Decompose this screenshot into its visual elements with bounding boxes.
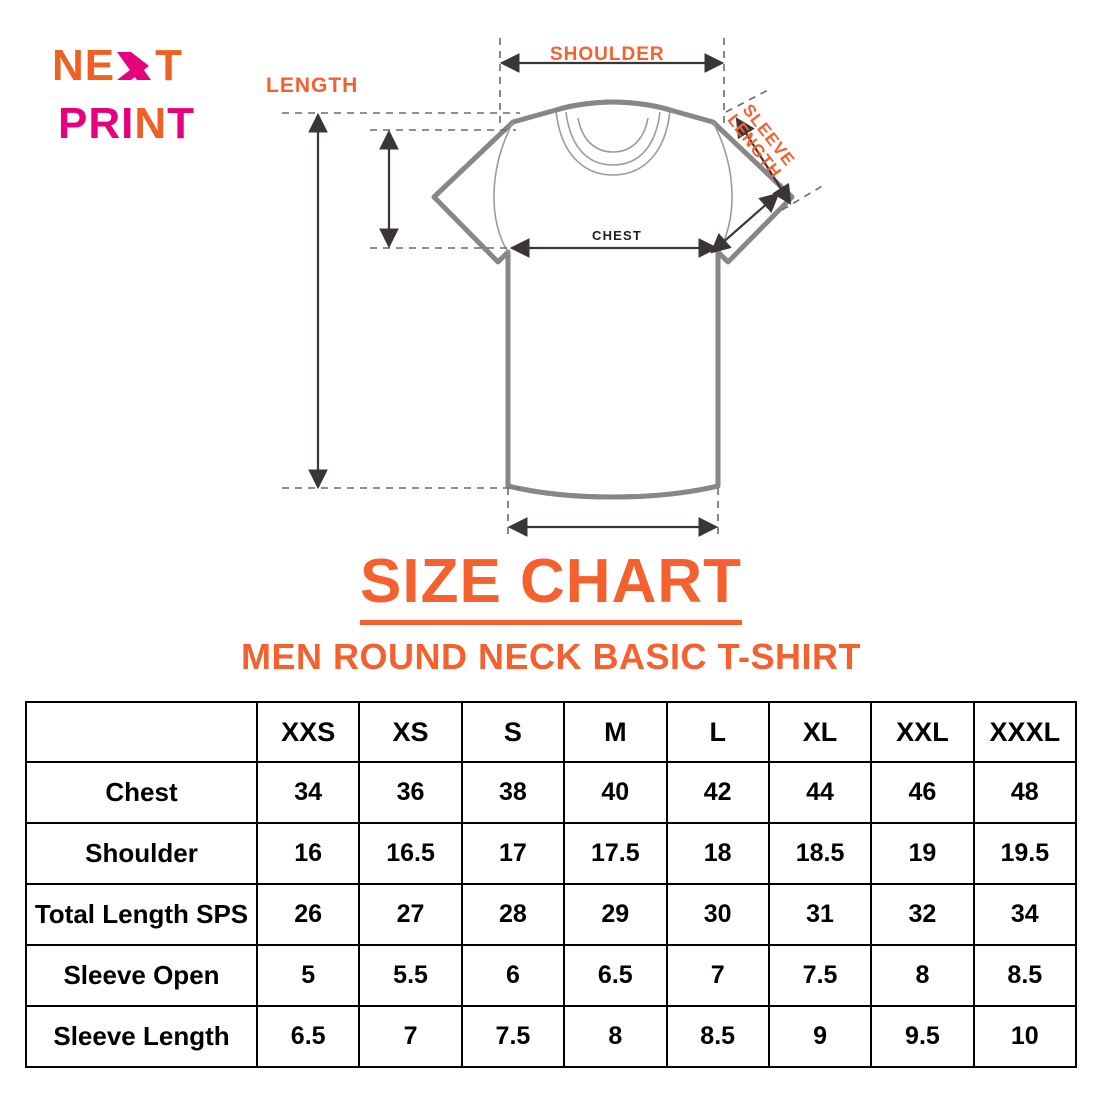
cell-chest-m: 40 — [563, 761, 668, 824]
cell-total-length-xxl: 32 — [870, 883, 975, 946]
table-row: Chest 34 36 38 40 42 44 46 48 — [25, 761, 1078, 824]
chest-label: CHEST — [592, 228, 643, 243]
cell-chest-xl: 44 — [767, 761, 873, 824]
neckline-detail — [555, 109, 671, 176]
column-header-xxxl: XXXL — [972, 701, 1078, 763]
cell-shoulder-xxs: 16 — [255, 822, 361, 885]
cell-sleeve-length-m: 8 — [563, 1005, 668, 1068]
page-subtitle: MEN ROUND NECK BASIC T-SHIRT — [240, 636, 861, 677]
logo-next-ne: NE — [52, 41, 116, 90]
cell-total-length-xxxl: 34 — [972, 883, 1078, 946]
cell-sleeve-open-xs: 5.5 — [358, 944, 463, 1007]
cell-total-length-l: 30 — [665, 883, 770, 946]
cell-sleeve-length-xs: 7 — [358, 1005, 463, 1068]
cell-sleeve-open-xxs: 5 — [255, 944, 361, 1007]
tshirt-diagram-svg — [282, 38, 825, 540]
table-row: Sleeve Length 6.5 7 7.5 8 8.5 9 9.5 10 — [25, 1005, 1078, 1068]
table-row: Total Length SPS 26 27 28 29 30 31 32 34 — [25, 883, 1078, 946]
cell-shoulder-xl: 18.5 — [767, 822, 873, 885]
cell-chest-xxxl: 48 — [972, 761, 1078, 824]
cell-chest-l: 42 — [665, 761, 770, 824]
cell-shoulder-s: 17 — [460, 822, 566, 885]
table-corner-cell — [25, 701, 258, 763]
tshirt-outline — [431, 99, 795, 500]
column-header-s: S — [460, 701, 566, 763]
logo-x-icon — [115, 44, 155, 88]
page-title-text: SIZE CHART — [360, 547, 742, 625]
cell-sleeve-length-xxl: 9.5 — [870, 1005, 975, 1068]
column-header-xl: XL — [767, 701, 873, 763]
tshirt-technical-drawing: LENGTH SHOULDER CHEST SLEEVE LENGTH — [266, 38, 825, 540]
cell-total-length-xs: 27 — [358, 883, 463, 946]
cell-shoulder-l: 18 — [665, 822, 770, 885]
cell-chest-s: 38 — [460, 761, 566, 824]
collar-top-edge — [553, 99, 673, 113]
cell-shoulder-xs: 16.5 — [358, 822, 463, 885]
row-header-sleeve-open: Sleeve Open — [25, 944, 258, 1007]
row-header-chest: Chest — [25, 761, 258, 824]
cell-chest-xs: 36 — [358, 761, 463, 824]
row-header-shoulder: Shoulder — [25, 822, 258, 885]
cell-shoulder-xxl: 19 — [870, 822, 975, 885]
logo-print-wordmark: PRINT — [52, 102, 282, 146]
size-table: XXS XS S M L XL XXL XXXL Chest 34 36 38 … — [25, 701, 1078, 1068]
bottom-hem — [507, 483, 719, 500]
logo-next-wordmark: NE T — [52, 44, 282, 90]
cell-sleeve-open-m: 6.5 — [563, 944, 668, 1007]
size-table-head: XXS XS S M L XL XXL XXXL — [25, 701, 1078, 763]
column-header-l: L — [665, 701, 770, 763]
table-row: Sleeve Open 5 5.5 6 6.5 7 7.5 8 8.5 — [25, 944, 1078, 1007]
page-title: SIZE CHART — [0, 546, 1102, 625]
table-header-row: XXS XS S M L XL XXL XXXL — [25, 701, 1078, 763]
column-header-xxs: XXS — [255, 701, 361, 763]
row-header-total-length-sps: Total Length SPS — [25, 883, 258, 946]
cell-sleeve-open-xxl: 8 — [870, 944, 975, 1007]
cell-chest-xxl: 46 — [870, 761, 975, 824]
sleeve-open-arrow — [710, 192, 780, 254]
sleeve-length-arrow — [735, 117, 792, 205]
cell-total-length-xl: 31 — [767, 883, 873, 946]
cell-sleeve-length-xxs: 6.5 — [255, 1005, 361, 1068]
column-header-xs: XS — [358, 701, 463, 763]
dimension-arrows — [308, 53, 792, 537]
cell-sleeve-length-xl: 9 — [767, 1005, 873, 1068]
cell-sleeve-length-l: 8.5 — [665, 1005, 770, 1068]
column-header-m: M — [563, 701, 668, 763]
logo-print-t: T — [167, 99, 196, 148]
column-header-xxl: XXL — [870, 701, 975, 763]
logo-print-pri: PRI — [58, 99, 135, 148]
brand-logo: NE T PRINT — [52, 44, 282, 149]
cell-shoulder-xxxl: 19.5 — [972, 822, 1078, 885]
cell-total-length-m: 29 — [563, 883, 668, 946]
cell-total-length-s: 28 — [460, 883, 566, 946]
table-row: Shoulder 16 16.5 17 17.5 18 18.5 19 19.5 — [25, 822, 1078, 885]
cell-sleeve-open-l: 7 — [665, 944, 770, 1007]
row-header-sleeve-length: Sleeve Length — [25, 1005, 258, 1068]
cell-sleeve-open-s: 6 — [460, 944, 566, 1007]
cell-chest-xxs: 34 — [255, 761, 361, 824]
cell-sleeve-open-xl: 7.5 — [767, 944, 873, 1007]
logo-next-t: T — [155, 41, 184, 90]
length-label: LENGTH — [266, 74, 359, 97]
cell-sleeve-length-s: 7.5 — [460, 1005, 566, 1068]
cell-shoulder-m: 17.5 — [563, 822, 668, 885]
logo-print-n: N — [134, 99, 168, 148]
size-table-body: Chest 34 36 38 40 42 44 46 48 Shoulder 1… — [25, 761, 1078, 1068]
cell-total-length-xxs: 26 — [255, 883, 361, 946]
cell-sleeve-length-xxxl: 10 — [972, 1005, 1078, 1068]
shoulder-label: SHOULDER — [550, 44, 665, 65]
cell-sleeve-open-xxxl: 8.5 — [972, 944, 1078, 1007]
